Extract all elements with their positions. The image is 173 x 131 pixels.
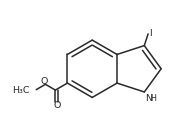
Text: O: O	[53, 101, 61, 110]
Text: H₃C: H₃C	[12, 86, 30, 95]
Text: H: H	[150, 94, 156, 103]
Text: N: N	[145, 94, 152, 103]
Text: O: O	[41, 77, 48, 86]
Text: I: I	[149, 29, 152, 38]
